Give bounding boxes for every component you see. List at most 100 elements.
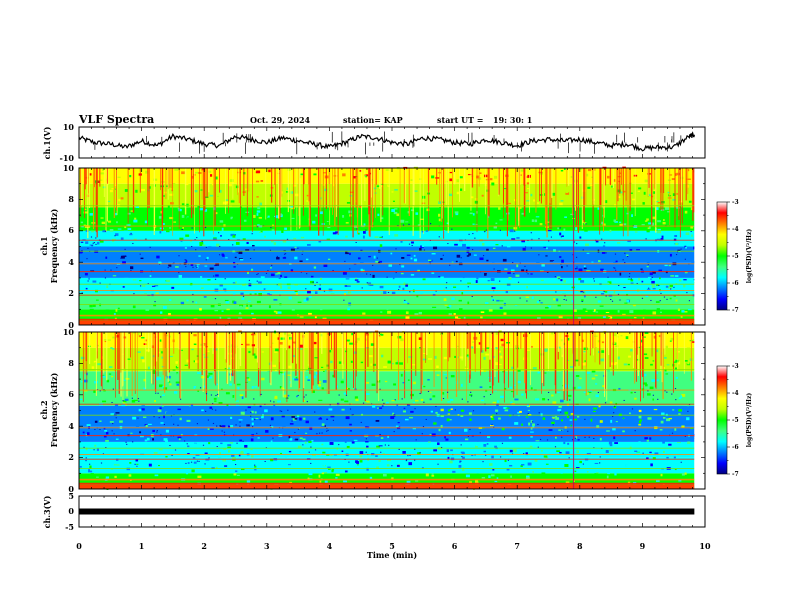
spectrogram-cell xyxy=(165,411,170,414)
low-psd-speckle xyxy=(213,275,215,277)
spectrogram-cell xyxy=(527,174,531,178)
low-psd-speckle xyxy=(552,424,554,426)
spectrogram-cell xyxy=(288,365,292,369)
colorbar-ch2-label: log(PSD)(V²/Hz) xyxy=(746,393,753,448)
spectrogram-cell xyxy=(125,280,127,284)
spectrogram-cell xyxy=(246,480,251,483)
spectrogram-cell xyxy=(249,293,252,296)
spectrogram-cell xyxy=(215,212,218,215)
spectrogram-cell xyxy=(168,234,173,238)
spectrogram-cell xyxy=(171,334,174,336)
spectrogram-cell xyxy=(623,190,626,193)
spectrogram-cell xyxy=(454,394,458,397)
spectrogram-cell xyxy=(109,280,112,283)
spectrogram-cell xyxy=(683,279,687,281)
spectrogram-cell xyxy=(158,351,160,354)
spectrogram-cell xyxy=(586,371,591,374)
spectrogram-cell xyxy=(633,304,636,307)
low-psd-speckle xyxy=(314,285,316,287)
spectrogram-cell xyxy=(415,212,419,215)
spectrogram-cell xyxy=(402,460,406,462)
spectrogram-cell xyxy=(354,225,358,228)
spectrogram-cell xyxy=(175,361,178,364)
spectrogram-cell xyxy=(467,174,472,176)
spectrogram-cell xyxy=(252,353,256,356)
spectrogram-cell xyxy=(305,364,308,366)
low-psd-speckle xyxy=(423,401,425,403)
spectrogram-cell xyxy=(618,387,621,390)
spectrogram-cell xyxy=(96,409,99,412)
spectrogram-cell xyxy=(127,212,131,215)
low-psd-speckle xyxy=(297,394,299,396)
low-psd-speckle xyxy=(425,418,427,420)
spectrogram-cell xyxy=(652,360,655,362)
spectrogram-cell xyxy=(539,223,543,226)
low-psd-speckle xyxy=(687,410,689,412)
spectrogram-cell xyxy=(547,226,551,229)
spectrogram-cell xyxy=(113,242,116,245)
low-psd-speckle xyxy=(399,264,401,266)
spectrogram-cell xyxy=(466,171,470,175)
spectrogram-cell xyxy=(354,246,359,249)
spectrogram-cell xyxy=(209,267,214,270)
low-psd-speckle xyxy=(160,434,162,436)
spectrogram-cell xyxy=(613,341,616,345)
ch2-freq-tick-8: 8 xyxy=(68,358,74,368)
spectrogram-cell xyxy=(543,388,548,390)
low-psd-speckle xyxy=(174,449,177,451)
spectrogram-cell xyxy=(471,454,474,457)
spectrogram-cell xyxy=(102,375,106,378)
spectrogram-cell xyxy=(353,176,356,179)
spectrogram-cell xyxy=(394,208,398,210)
low-psd-speckle xyxy=(207,419,210,421)
spectrogram-cell xyxy=(412,402,416,404)
spectrogram-cell xyxy=(611,185,614,188)
spectrogram-cell xyxy=(87,225,91,228)
low-psd-speckle xyxy=(253,249,255,251)
spectrogram-cell xyxy=(655,200,659,203)
low-psd-speckle xyxy=(345,394,348,396)
spectrogram-cell xyxy=(428,259,432,262)
low-psd-speckle xyxy=(316,433,318,435)
low-psd-speckle xyxy=(236,442,238,444)
spectrogram-cell xyxy=(461,400,465,404)
spectrogram-cell xyxy=(333,183,335,187)
spectrogram-cell xyxy=(295,343,300,346)
spectrogram-cell xyxy=(529,445,533,448)
spectrogram-cell xyxy=(674,173,677,176)
spectrogram-cell xyxy=(266,424,270,426)
spectrogram-cell xyxy=(435,174,440,176)
spectrogram-cell xyxy=(139,431,142,434)
spectrogram-cell xyxy=(619,272,622,276)
spectrogram-cell xyxy=(108,373,112,375)
spectrogram-cell xyxy=(638,187,642,190)
spectrogram-cell xyxy=(405,316,410,320)
spectrogram-cell xyxy=(504,387,507,390)
spectrogram-cell xyxy=(220,442,223,445)
spectrogram-cell xyxy=(227,367,231,371)
spectrogram-cell xyxy=(254,411,257,414)
spectrogram-cell xyxy=(399,285,404,287)
spectrogram-cell xyxy=(375,360,378,362)
spectrogram-cell xyxy=(489,386,492,388)
low-psd-speckle xyxy=(624,252,626,254)
spectrogram-cell xyxy=(476,471,479,474)
spectrogram-cell xyxy=(312,274,317,277)
spectrogram-cell xyxy=(129,273,134,276)
spectrogram-cell xyxy=(205,350,210,353)
spectrogram-cell xyxy=(634,448,638,451)
spectrogram-cell xyxy=(598,260,601,263)
spectrogram-cell xyxy=(360,268,363,272)
spectrogram-cell xyxy=(648,226,651,229)
low-psd-speckle xyxy=(388,444,390,446)
spectrogram-cell xyxy=(342,271,347,275)
spectrogram-cell xyxy=(448,193,453,197)
spectrogram-cell xyxy=(577,386,582,389)
low-psd-speckle xyxy=(242,440,244,442)
spectrogram-cell xyxy=(678,361,681,365)
spectrogram-cell xyxy=(511,366,514,369)
spectrogram-cell xyxy=(602,245,606,247)
spectrogram-cell xyxy=(184,364,188,366)
spectrogram-cell xyxy=(149,275,152,278)
spectrogram-cell xyxy=(526,303,529,305)
